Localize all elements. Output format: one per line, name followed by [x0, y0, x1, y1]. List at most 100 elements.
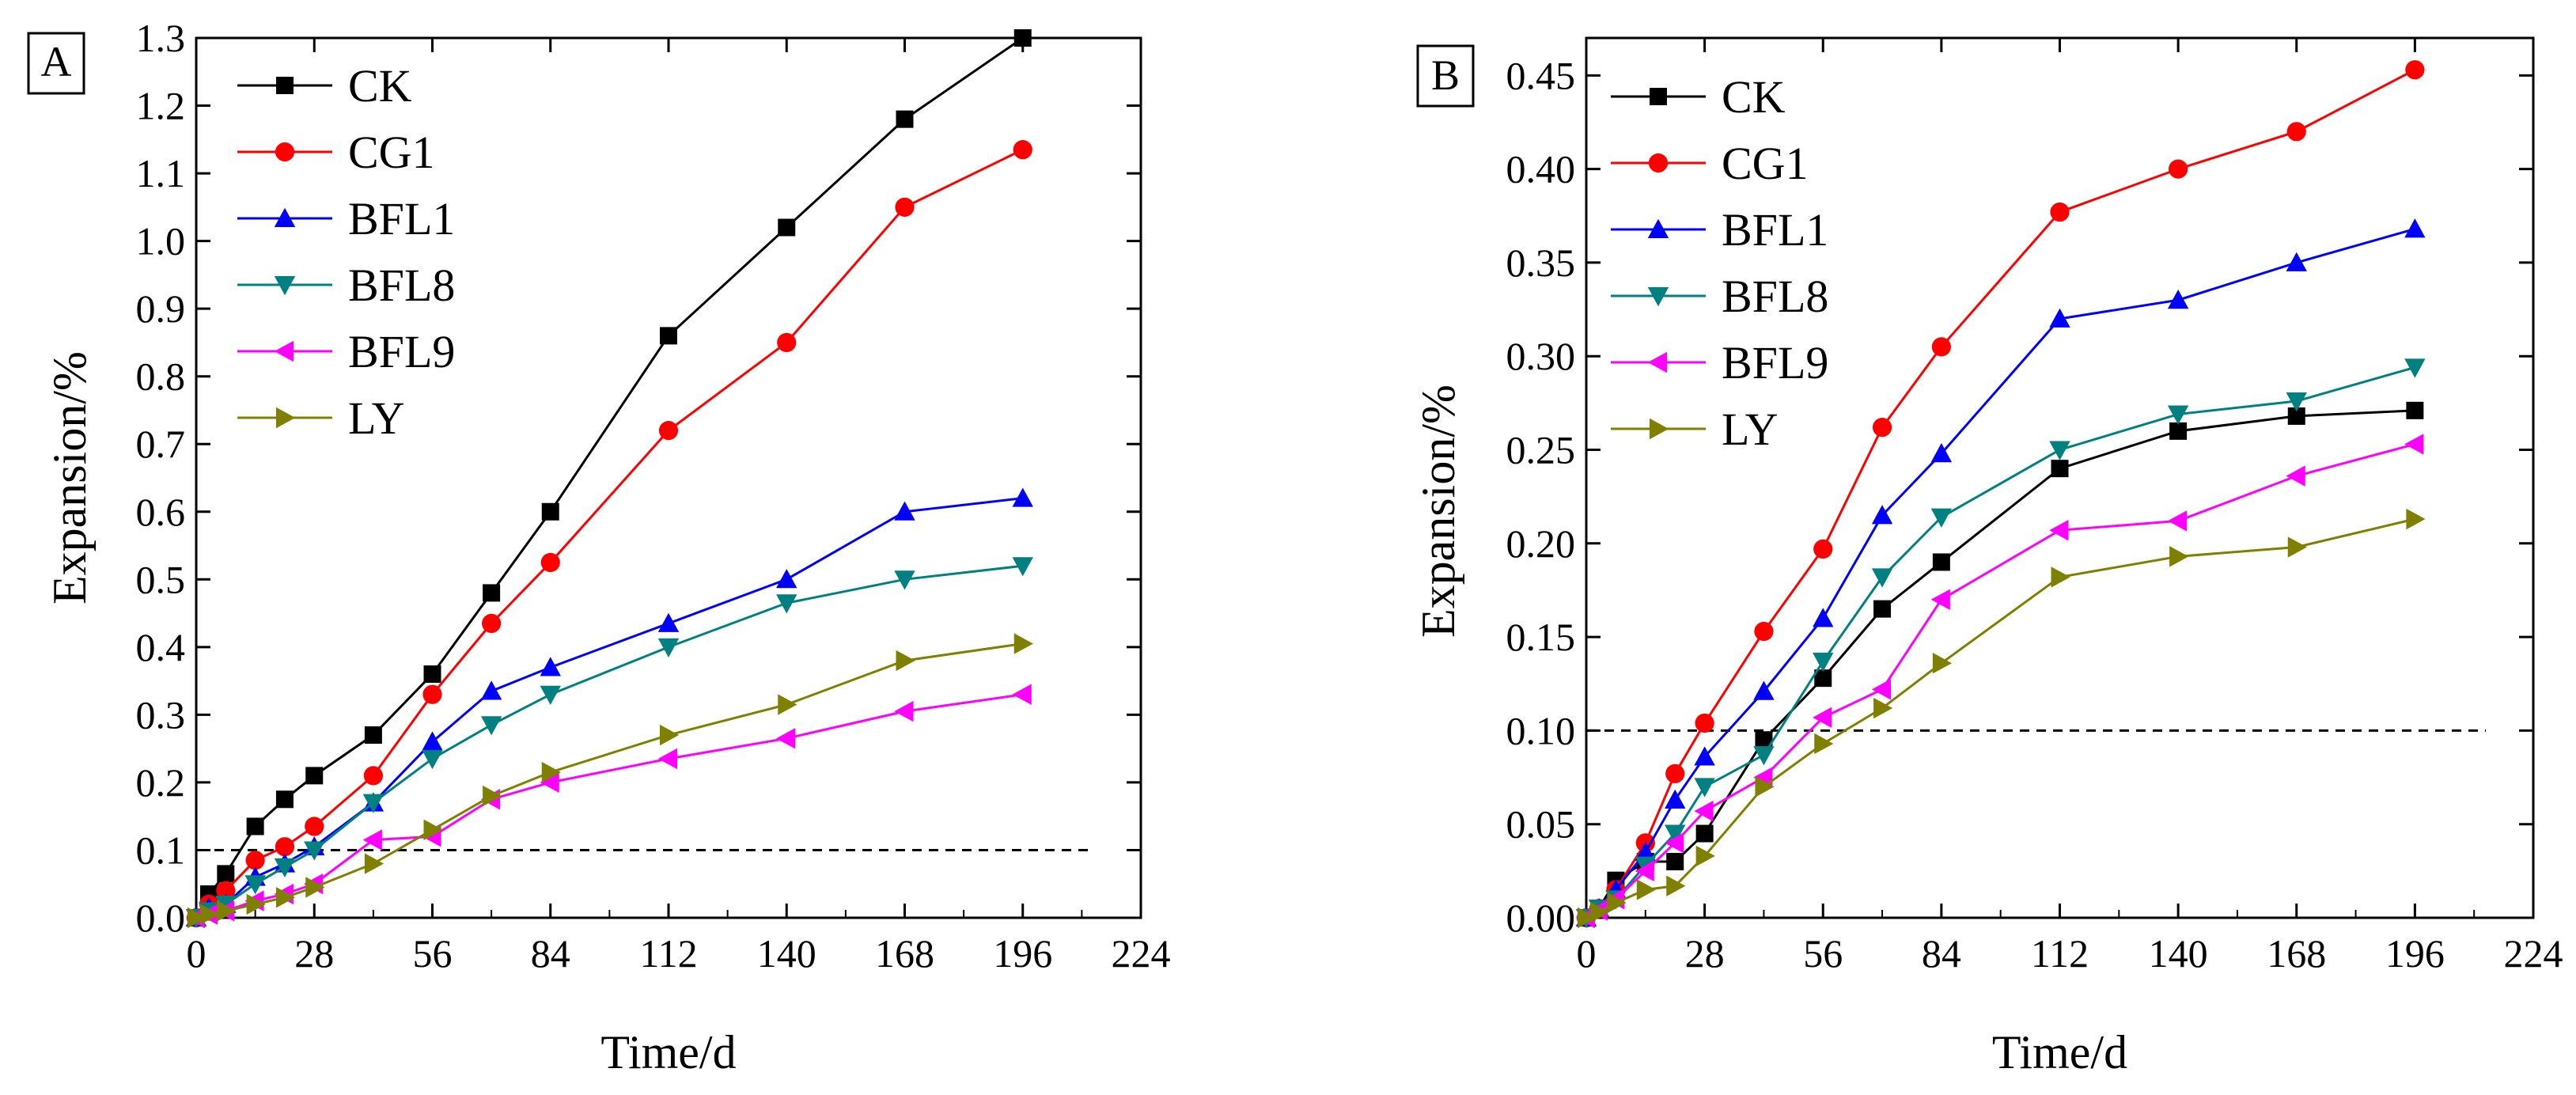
- x-tick-label-b: 224: [2504, 931, 2563, 976]
- data-point-b-ly: [2051, 566, 2070, 588]
- data-point-b-ck: [1873, 600, 1892, 618]
- data-point-b-ly: [1590, 901, 1610, 923]
- data-point-b-ly: [1695, 845, 1715, 867]
- data-point-a-cg1: [305, 817, 324, 836]
- legend-label-a-ly: LY: [348, 392, 405, 444]
- data-point-b-bfl9: [1930, 589, 1950, 610]
- y-tick-label-a: 1.2: [136, 84, 186, 128]
- data-point-a-bfl8: [776, 594, 797, 614]
- data-point-b-cg1: [2050, 202, 2070, 222]
- data-point-a-ly: [660, 724, 680, 746]
- data-point-b-bfl9: [2404, 434, 2424, 455]
- y-tick-label-b: 0.40: [1506, 147, 1576, 191]
- data-point-a-bfl1: [480, 680, 502, 700]
- legend-marker-b-bfl9: [1647, 351, 1667, 373]
- data-point-b-ck: [1666, 853, 1684, 871]
- legend-marker-a-bfl1: [274, 207, 296, 227]
- x-tick-label-b: 56: [1803, 931, 1843, 976]
- data-point-b-ck: [1695, 824, 1714, 843]
- data-point-b-bfl1: [2404, 218, 2426, 238]
- legend-marker-a-bfl8: [274, 276, 296, 296]
- legend-marker-a-bfl9: [274, 340, 294, 362]
- data-point-a-bfl9: [657, 748, 677, 770]
- data-point-b-bfl9: [1635, 860, 1654, 882]
- data-point-a-ly: [217, 900, 237, 922]
- data-point-b-ck: [2406, 401, 2424, 419]
- legend-label-a-bfl1: BFL1: [348, 193, 455, 244]
- data-point-a-cg1: [658, 421, 679, 441]
- data-point-b-ck: [1932, 553, 1950, 571]
- y-tick-label-a: 1.3: [136, 16, 186, 60]
- data-point-a-ly: [1013, 633, 1033, 654]
- data-point-b-bfl1: [2286, 252, 2307, 271]
- x-axis-label-a: Time/d: [600, 1026, 736, 1078]
- legend-marker-b-bfl1: [1647, 218, 1669, 238]
- data-point-b-bfl1: [1930, 443, 1953, 463]
- y-tick-label-b: 0.35: [1506, 241, 1576, 285]
- data-point-b-ly: [1666, 875, 1686, 896]
- data-point-b-bfl9: [2286, 465, 2305, 487]
- x-axis-label-b: Time/d: [1992, 1026, 2127, 1078]
- legend-marker-b-bfl8: [1647, 287, 1669, 307]
- data-point-a-bfl8: [362, 794, 385, 813]
- data-point-b-bfl8: [2167, 405, 2189, 425]
- x-tick-label-b: 140: [2149, 931, 2208, 976]
- data-point-b-ly: [1636, 879, 1657, 900]
- y-tick-label-a: 0.3: [136, 692, 186, 737]
- data-point-a-bfl8: [657, 638, 680, 658]
- legend-marker-b-ck: [1650, 88, 1667, 105]
- data-point-a-cg1: [482, 613, 502, 634]
- x-tick-label-a: 168: [875, 931, 934, 976]
- data-point-b-bfl8: [2404, 358, 2426, 378]
- data-point-a-cg1: [540, 552, 560, 573]
- data-point-b-ly: [2287, 536, 2307, 558]
- data-point-a-bfl8: [894, 570, 915, 590]
- data-point-a-cg1: [245, 851, 265, 870]
- legend-label-b-cg1: CG1: [1722, 138, 1809, 189]
- y-tick-label-a: 0.6: [136, 490, 186, 534]
- y-tick-label-a: 0.7: [136, 422, 186, 466]
- legend-label-a-ck: CK: [348, 60, 412, 112]
- y-tick-label-b: 0.10: [1506, 708, 1576, 752]
- data-point-a-bfl1: [1012, 487, 1033, 507]
- data-point-a-ly: [541, 761, 561, 783]
- data-point-a-ly: [364, 853, 385, 874]
- data-point-b-bfl8: [1753, 746, 1775, 766]
- data-point-b-bfl8: [2049, 441, 2070, 460]
- panel-b-label: B: [1431, 51, 1460, 99]
- data-point-b-bfl1: [2167, 290, 2189, 309]
- data-point-b-ly: [1814, 733, 1834, 755]
- legend-marker-b-ly: [1650, 418, 1669, 440]
- data-point-a-bfl8: [244, 875, 266, 895]
- data-point-a-bfl9: [776, 728, 796, 749]
- data-point-b-ly: [1873, 697, 1893, 719]
- data-point-b-bfl9: [1665, 832, 1684, 854]
- x-tick-label-a: 84: [531, 931, 570, 976]
- x-tick-label-b: 112: [2031, 931, 2089, 976]
- data-point-a-ly: [305, 877, 325, 898]
- x-tick-label-a: 56: [413, 931, 453, 976]
- data-point-b-ly: [1578, 907, 1597, 929]
- chart-a: 0 28 56 84 112 140 168 196 224 0.0 0.1 0.2 0.3 0.4 0.5…: [44, 16, 1171, 1078]
- y-tick-label-a: 0.2: [136, 760, 186, 805]
- y-tick-label-a: 1.0: [136, 219, 186, 263]
- y-tick-label-b: 0.45: [1506, 53, 1576, 97]
- data-point-a-ly: [275, 887, 296, 908]
- data-point-a-bfl9: [540, 771, 559, 794]
- panel-b-label-box: [1416, 44, 1475, 108]
- data-point-b-ck: [2287, 407, 2305, 425]
- data-point-b-cg1: [2405, 60, 2425, 80]
- data-point-b-cg1: [1754, 621, 1774, 642]
- data-point-a-ck: [778, 218, 796, 237]
- data-point-a-ck: [483, 584, 501, 602]
- panel-a-label: A: [41, 38, 72, 85]
- data-point-b-ly: [2169, 546, 2189, 567]
- legend-label-a-bfl8: BFL8: [348, 260, 455, 311]
- data-point-b-bfl8: [1665, 824, 1686, 844]
- data-point-b-ly: [1932, 653, 1953, 674]
- y-tick-label-a: 0.0: [136, 896, 186, 940]
- data-point-a-cg1: [363, 766, 383, 786]
- data-point-b-bfl1: [1753, 680, 1775, 700]
- data-point-b-ck: [1755, 731, 1773, 749]
- y-tick-label-b: 0.30: [1506, 334, 1576, 378]
